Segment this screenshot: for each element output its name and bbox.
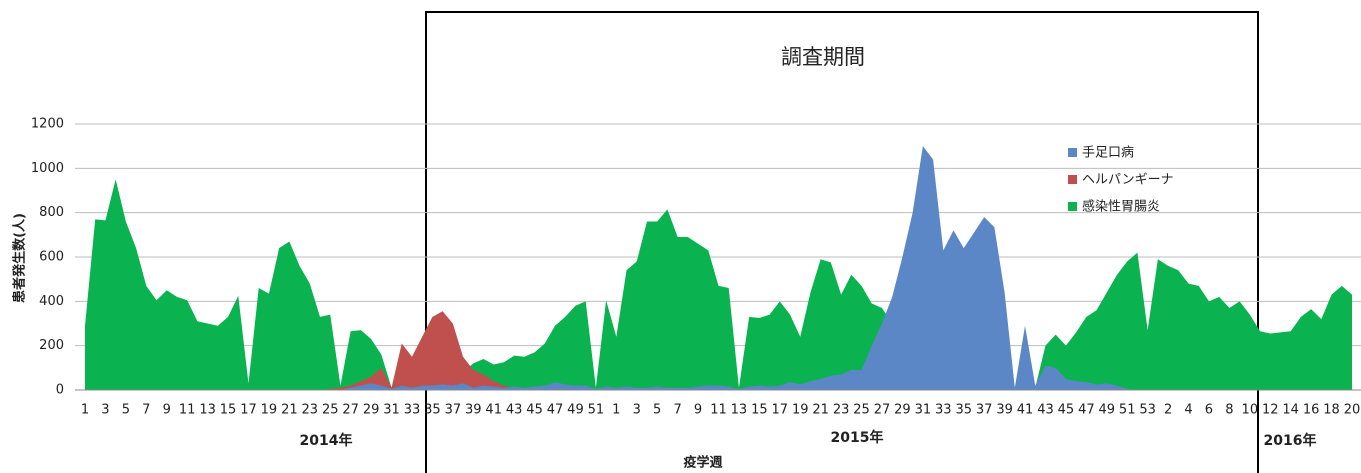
x-tick-label: 45	[1058, 403, 1075, 418]
x-tick-label: 25	[322, 403, 339, 418]
x-tick-label: 25	[853, 403, 870, 418]
legend-swatch	[1068, 148, 1077, 157]
x-tick-label: 51	[588, 403, 605, 418]
x-axis-label: 疫学週	[683, 455, 722, 471]
x-tick-label: 37	[445, 403, 462, 418]
x-tick-label: 37	[976, 403, 993, 418]
x-tick-label: 23	[302, 403, 319, 418]
x-tick-label: 51	[1119, 403, 1136, 418]
x-tick-label: 45	[526, 403, 543, 418]
x-tick-label: 3	[101, 403, 109, 418]
x-tick-label: 3	[633, 403, 641, 418]
x-tick-label: 20	[1344, 403, 1361, 418]
x-tick-label: 13	[731, 403, 748, 418]
y-tick-label: 400	[39, 294, 64, 309]
x-tick-label: 5	[653, 403, 661, 418]
x-tick-label: 27	[874, 403, 891, 418]
x-tick-label: 27	[342, 403, 359, 418]
year-label: 2014年	[300, 432, 353, 449]
x-tick-label: 1	[81, 403, 89, 418]
x-tick-label: 21	[281, 403, 298, 418]
x-tick-label: 4	[1184, 403, 1192, 418]
x-tick-label: 33	[935, 403, 952, 418]
x-tick-label: 49	[567, 403, 584, 418]
x-tick-label: 14	[1282, 403, 1299, 418]
y-tick-label: 0	[56, 383, 64, 398]
x-tick-label: 39	[996, 403, 1013, 418]
x-tick-label: 23	[833, 403, 850, 418]
x-tick-label: 8	[1225, 403, 1233, 418]
x-tick-label: 47	[547, 403, 564, 418]
x-tick-label: 33	[404, 403, 421, 418]
x-tick-label: 43	[506, 403, 523, 418]
year-label: 2016年	[1264, 432, 1317, 449]
x-tick-label: 47	[1078, 403, 1095, 418]
legend-swatch	[1068, 175, 1077, 184]
x-tick-label: 7	[673, 403, 681, 418]
x-tick-label: 5	[122, 403, 130, 418]
x-tick-label: 21	[812, 403, 829, 418]
y-tick-label: 800	[39, 205, 64, 220]
x-tick-label: 9	[163, 403, 171, 418]
x-tick-label: 16	[1303, 403, 1320, 418]
area	[85, 179, 1352, 390]
y-tick-label: 200	[39, 338, 64, 353]
y-tick-label: 600	[39, 250, 64, 265]
x-tick-label: 41	[485, 403, 502, 418]
x-tick-label: 53	[1139, 403, 1156, 418]
x-tick-label: 2	[1164, 403, 1172, 418]
x-tick-label: 15	[751, 403, 768, 418]
x-tick-label: 29	[363, 403, 380, 418]
x-tick-label: 31	[383, 403, 400, 418]
y-tick-label: 1200	[31, 117, 64, 132]
x-tick-label: 17	[772, 403, 789, 418]
x-tick-label: 15	[220, 403, 237, 418]
survey-period-box	[425, 11, 1259, 473]
x-tick-label: 43	[1037, 403, 1054, 418]
x-tick-label: 11	[179, 403, 196, 418]
x-tick-label: 12	[1262, 403, 1279, 418]
year-label: 2015年	[831, 429, 884, 446]
x-tick-label: 11	[710, 403, 727, 418]
legend-swatch	[1068, 202, 1077, 211]
x-tick-label: 19	[792, 403, 809, 418]
x-tick-label: 35	[955, 403, 972, 418]
x-tick-label: 17	[240, 403, 257, 418]
x-tick-label: 1	[612, 403, 620, 418]
legend-label: 手足口病	[1082, 146, 1134, 161]
y-axis-label: 患者発生数(人)	[12, 213, 28, 303]
x-tick-label: 10	[1242, 403, 1259, 418]
y-tick-label: 1000	[31, 161, 64, 176]
x-tick-label: 31	[915, 403, 932, 418]
x-tick-label: 6	[1205, 403, 1213, 418]
legend-label: ヘルパンギーナ	[1082, 173, 1174, 188]
x-tick-label: 13	[199, 403, 216, 418]
x-tick-label: 49	[1099, 403, 1116, 418]
x-tick-label: 9	[694, 403, 702, 418]
area	[85, 311, 1352, 390]
annotation: 調査期間	[781, 45, 865, 69]
x-tick-label: 39	[465, 403, 482, 418]
x-tick-label: 41	[1017, 403, 1034, 418]
legend-label: 感染性胃腸炎	[1082, 199, 1160, 215]
x-tick-label: 19	[261, 403, 278, 418]
x-tick-label: 35	[424, 403, 441, 418]
x-tick-label: 7	[142, 403, 150, 418]
x-tick-label: 18	[1323, 403, 1340, 418]
x-tick-label: 29	[894, 403, 911, 418]
